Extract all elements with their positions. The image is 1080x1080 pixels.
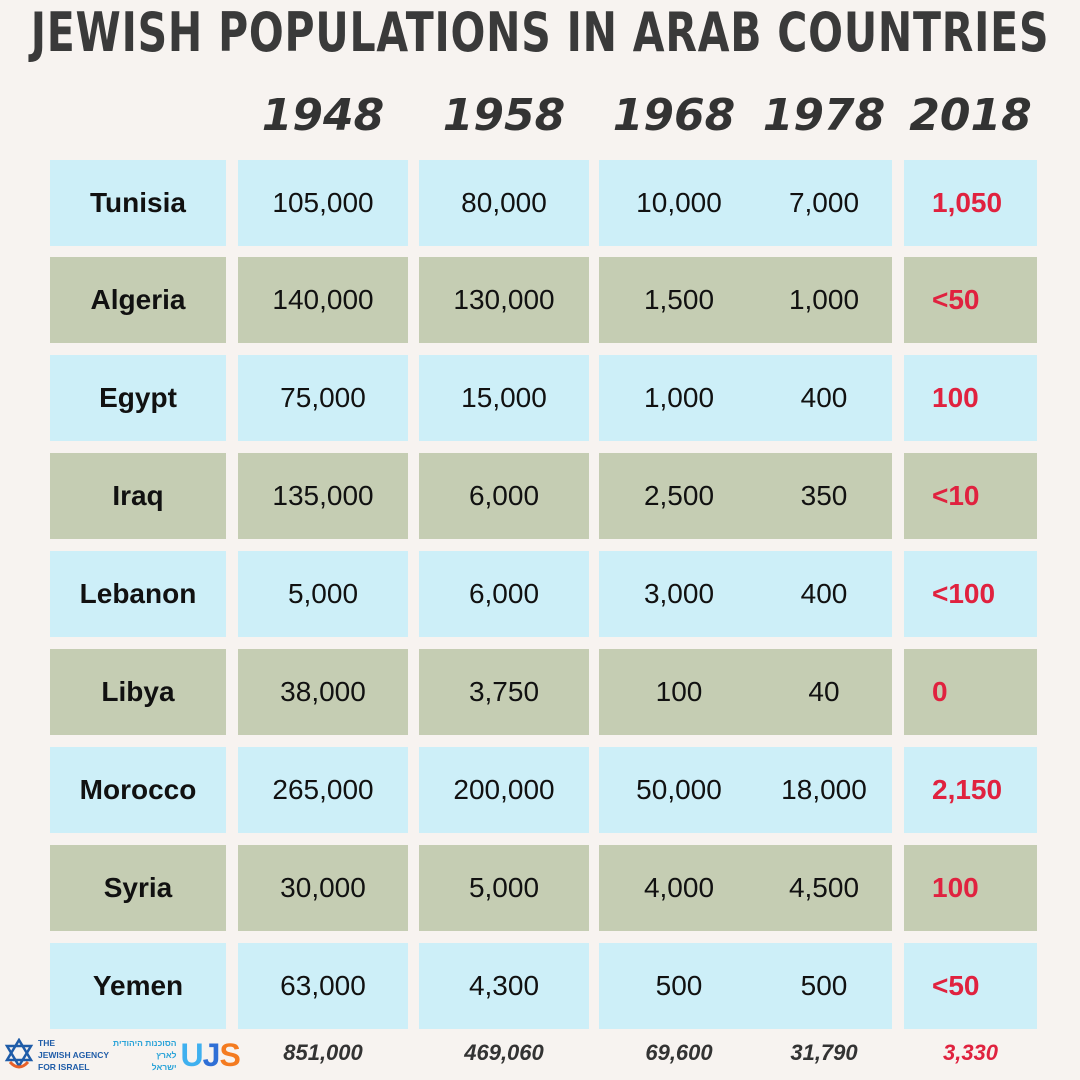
value-cell: 1,500: [599, 257, 759, 343]
value-cell: 500: [599, 943, 759, 1029]
logo-line: ישראל: [151, 1062, 177, 1072]
country-cell: Syria: [50, 845, 226, 931]
value-cell: 5,000: [238, 551, 408, 637]
value-cell: 105,000: [238, 160, 408, 246]
value-cell: 6,000: [419, 453, 589, 539]
value-cell: 10,000: [599, 160, 759, 246]
value-cell: 2,150: [904, 747, 1037, 833]
jewish-agency-star-icon: [4, 1038, 34, 1069]
logo-line: הסוכנות היהודית: [113, 1038, 177, 1048]
country-cell: Tunisia: [50, 160, 226, 246]
year-header: 2018: [909, 90, 1032, 141]
value-cell: 140,000: [238, 257, 408, 343]
country-cell: Iraq: [50, 453, 226, 539]
page-title: JEWISH POPULATIONS IN ARAB COUNTRIES: [30, 1, 1050, 64]
value-cell: <50: [904, 943, 1037, 1029]
country-cell: Libya: [50, 649, 226, 735]
value-cell: 400: [756, 355, 892, 441]
value-cell: 6,000: [419, 551, 589, 637]
jewish-agency-text-en: THE JEWISH AGENCY FOR ISRAEL: [38, 1037, 109, 1073]
value-cell: 100: [904, 845, 1037, 931]
value-cell: 18,000: [756, 747, 892, 833]
value-cell: 1,000: [756, 257, 892, 343]
value-cell: 2,500: [599, 453, 759, 539]
value-cell: 63,000: [238, 943, 408, 1029]
value-cell: 500: [756, 943, 892, 1029]
total-cell: 69,600: [645, 1040, 713, 1065]
value-cell: 3,000: [599, 551, 759, 637]
value-cell: <10: [904, 453, 1037, 539]
value-cell: 1,050: [904, 160, 1037, 246]
country-cell: Lebanon: [50, 551, 226, 637]
country-cell: Egypt: [50, 355, 226, 441]
value-cell: 4,000: [599, 845, 759, 931]
value-cell: 100: [599, 649, 759, 735]
value-cell: 80,000: [419, 160, 589, 246]
total-cell: 851,000: [283, 1040, 363, 1065]
value-cell: 30,000: [238, 845, 408, 931]
value-cell: 50,000: [599, 747, 759, 833]
year-header: 1968: [612, 90, 736, 141]
value-cell: 100: [904, 355, 1037, 441]
year-header: 1958: [442, 90, 566, 141]
value-cell: 7,000: [756, 160, 892, 246]
logo-line: לארץ: [156, 1050, 177, 1060]
year-header: 1978: [762, 90, 886, 141]
total-cell: 31,790: [790, 1040, 858, 1065]
value-cell: 40: [756, 649, 892, 735]
logo-line: THE: [38, 1038, 55, 1048]
country-cell: Yemen: [50, 943, 226, 1029]
total-cell: 3,330: [942, 1040, 999, 1065]
value-cell: 1,000: [599, 355, 759, 441]
value-cell: 4,300: [419, 943, 589, 1029]
value-cell: 15,000: [419, 355, 589, 441]
value-cell: 135,000: [238, 453, 408, 539]
value-cell: 400: [756, 551, 892, 637]
value-cell: 350: [756, 453, 892, 539]
ujs-logo: UJS: [180, 1037, 241, 1073]
value-cell: 0: [904, 649, 1037, 735]
jewish-agency-text-he: הסוכנות היהודית לארץ ישראל: [113, 1037, 177, 1073]
value-cell: <100: [904, 551, 1037, 637]
value-cell: 200,000: [419, 747, 589, 833]
total-cell: 469,060: [464, 1040, 544, 1065]
value-cell: <50: [904, 257, 1037, 343]
logos: THE JEWISH AGENCY FOR ISRAEL הסוכנות היה…: [4, 1036, 241, 1074]
value-cell: 38,000: [238, 649, 408, 735]
value-cell: 3,750: [419, 649, 589, 735]
value-cell: 5,000: [419, 845, 589, 931]
year-header: 1948: [261, 90, 385, 141]
value-cell: 130,000: [419, 257, 589, 343]
value-cell: 75,000: [238, 355, 408, 441]
logo-line: FOR ISRAEL: [38, 1062, 90, 1072]
value-cell: 4,500: [756, 845, 892, 931]
logo-line: JEWISH AGENCY: [38, 1050, 110, 1060]
country-cell: Algeria: [50, 257, 226, 343]
value-cell: 265,000: [238, 747, 408, 833]
country-cell: Morocco: [50, 747, 226, 833]
